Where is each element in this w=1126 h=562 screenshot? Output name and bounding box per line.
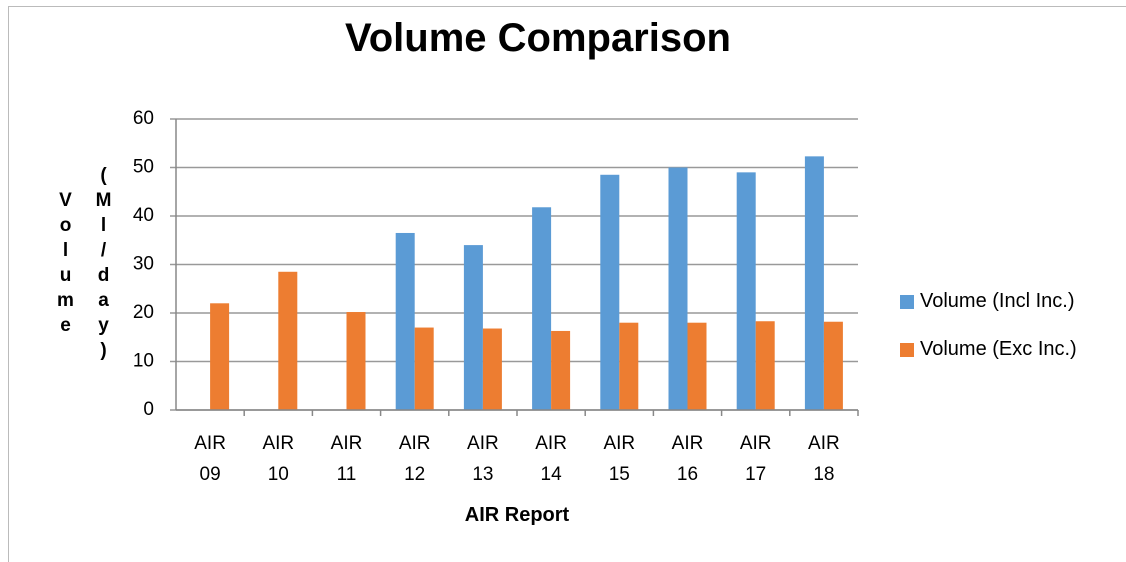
x-tick-label: AIR 09	[194, 433, 226, 485]
bar	[823, 321, 843, 410]
legend-item: Volume (Incl Inc.)	[900, 290, 1075, 313]
y-tick-label: 20	[133, 302, 154, 323]
y-axis-label: Volume (Ml/day)	[55, 165, 114, 365]
x-axis-label: AIR Report	[464, 504, 570, 526]
bar	[687, 322, 707, 410]
bar	[600, 174, 620, 410]
legend-item: Volume (Exc Inc.)	[900, 338, 1077, 361]
bar	[619, 322, 639, 410]
y-tick-label: 30	[133, 254, 154, 275]
bar	[414, 327, 434, 410]
x-tick-label: AIR 14	[535, 433, 567, 485]
x-tick-label: AIR 18	[808, 433, 840, 485]
x-tick-label: AIR 16	[671, 433, 704, 485]
frame	[8, 6, 1126, 562]
bar	[463, 245, 483, 410]
legend-label: Volume (Exc Inc.)	[920, 338, 1077, 360]
legend-swatch	[900, 342, 914, 357]
bar	[346, 312, 366, 410]
x-tick-label: AIR 17	[739, 433, 772, 485]
y-tick-label: 50	[133, 157, 154, 178]
x-tick-label: AIR 13	[467, 433, 499, 485]
y-tick-label: 60	[133, 108, 154, 129]
x-tick-label: AIR 11	[330, 433, 363, 485]
bar	[736, 172, 756, 410]
bar	[755, 321, 775, 410]
bar	[482, 328, 502, 410]
bar	[395, 232, 415, 410]
legend-swatch	[900, 294, 914, 309]
bar	[551, 330, 571, 410]
bar	[532, 207, 552, 410]
bar	[210, 303, 230, 410]
x-tick-label: AIR 15	[603, 433, 636, 485]
chart-title: Volume Comparison	[345, 16, 731, 60]
y-tick-label: 40	[133, 205, 154, 226]
legend-label: Volume (Incl Inc.)	[920, 290, 1075, 312]
bar	[668, 167, 688, 410]
y-tick-label: 10	[133, 351, 154, 372]
x-tick-label: AIR 12	[398, 433, 431, 485]
x-tick-label: AIR 10	[262, 433, 295, 485]
y-tick-label: 0	[143, 399, 154, 420]
bar	[804, 156, 824, 410]
bar	[278, 271, 298, 410]
